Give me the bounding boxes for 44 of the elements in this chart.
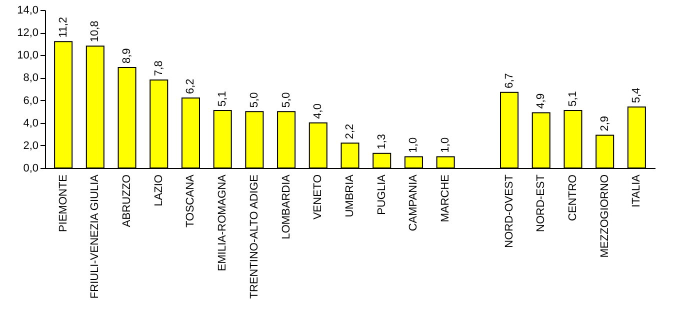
data-label: 5,1 [216,91,229,106]
x-tick-label: EMILIA-ROMAGNA [216,174,229,272]
x-tick-label: CAMPANIA [408,174,420,232]
data-label: 5,0 [248,92,260,108]
data-label: 11,2 [57,17,70,38]
data-label: 2,9 [598,116,611,132]
data-label: 4,0 [312,104,324,119]
data-label: 8,9 [121,48,134,64]
x-tick-label: PUGLIA [376,174,388,215]
x-tick-label: TOSCANA [184,174,197,228]
data-label: 1,0 [440,137,452,153]
y-tick-label: 12,0 [17,27,38,40]
y-tick-label: 0,0 [23,162,38,174]
data-label: 7,8 [152,60,165,76]
data-label: 4,9 [535,93,548,109]
x-tick-label: MARCHE [440,174,452,222]
y-tick-label: 4,0 [23,117,38,130]
y-tick-label: 10,0 [17,50,38,62]
data-label: 6,7 [503,73,516,88]
data-label: 5,0 [280,92,292,108]
x-tick-label: PIEMONTE [57,174,70,232]
x-tick-label: CENTRO [566,174,579,221]
x-tick-label: TRENTINO-ALTO ADIGE [248,174,260,299]
x-tick-label: NORD-OVEST [503,174,516,248]
x-tick-label: LOMBARDIA [280,174,292,240]
x-tick-label: MEZZOGIORNO [598,174,611,258]
x-tick-label: NORD-EST [535,174,548,232]
y-tick-label: 8,0 [23,72,38,84]
y-tick-label: 2,0 [23,140,38,152]
data-label: 1,3 [376,134,388,150]
y-tick-label: 14,0 [17,4,38,16]
data-label: 1,0 [408,137,420,153]
x-tick-label: VENETO [312,174,324,220]
data-label: 10,8 [89,20,102,42]
data-label: 5,4 [630,88,643,104]
x-tick-label: UMBRIA [344,174,356,218]
x-tick-label: LAZIO [152,174,165,206]
x-tick-label: FRIULI-VENEZIA GIULIA [89,174,102,299]
x-tick-label: ITALIA [630,174,643,208]
x-tick-label: ABRUZZO [121,174,134,228]
data-label: 6,2 [184,78,197,94]
data-label: 2,2 [344,124,356,140]
data-label: 5,1 [566,91,579,106]
y-tick-label: 6,0 [23,94,38,107]
